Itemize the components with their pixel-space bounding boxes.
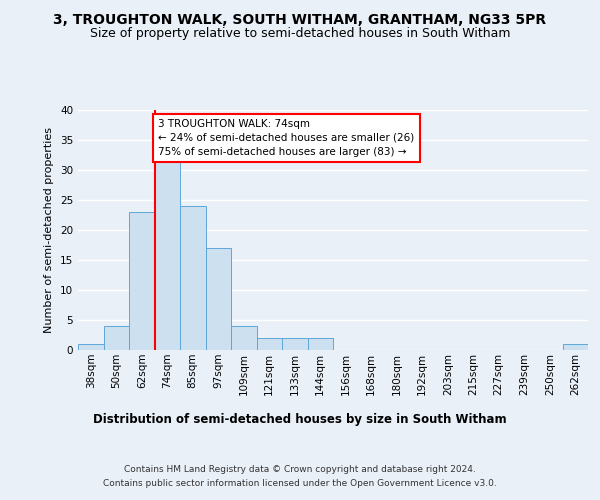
Text: Size of property relative to semi-detached houses in South Witham: Size of property relative to semi-detach… bbox=[90, 28, 510, 40]
Bar bbox=[155, 152, 180, 350]
Y-axis label: Number of semi-detached properties: Number of semi-detached properties bbox=[44, 127, 55, 333]
Bar bbox=[104, 326, 129, 350]
Bar bbox=[205, 248, 231, 350]
Bar bbox=[282, 338, 308, 350]
Text: 3, TROUGHTON WALK, SOUTH WITHAM, GRANTHAM, NG33 5PR: 3, TROUGHTON WALK, SOUTH WITHAM, GRANTHA… bbox=[53, 12, 547, 26]
Text: Distribution of semi-detached houses by size in South Witham: Distribution of semi-detached houses by … bbox=[93, 412, 507, 426]
Bar bbox=[180, 206, 205, 350]
Text: 3 TROUGHTON WALK: 74sqm
← 24% of semi-detached houses are smaller (26)
75% of se: 3 TROUGHTON WALK: 74sqm ← 24% of semi-de… bbox=[158, 119, 415, 157]
Bar bbox=[231, 326, 257, 350]
Bar bbox=[129, 212, 155, 350]
Bar bbox=[78, 344, 104, 350]
Bar bbox=[563, 344, 588, 350]
Bar bbox=[308, 338, 333, 350]
Text: Contains HM Land Registry data © Crown copyright and database right 2024.
Contai: Contains HM Land Registry data © Crown c… bbox=[103, 466, 497, 487]
Bar bbox=[257, 338, 282, 350]
